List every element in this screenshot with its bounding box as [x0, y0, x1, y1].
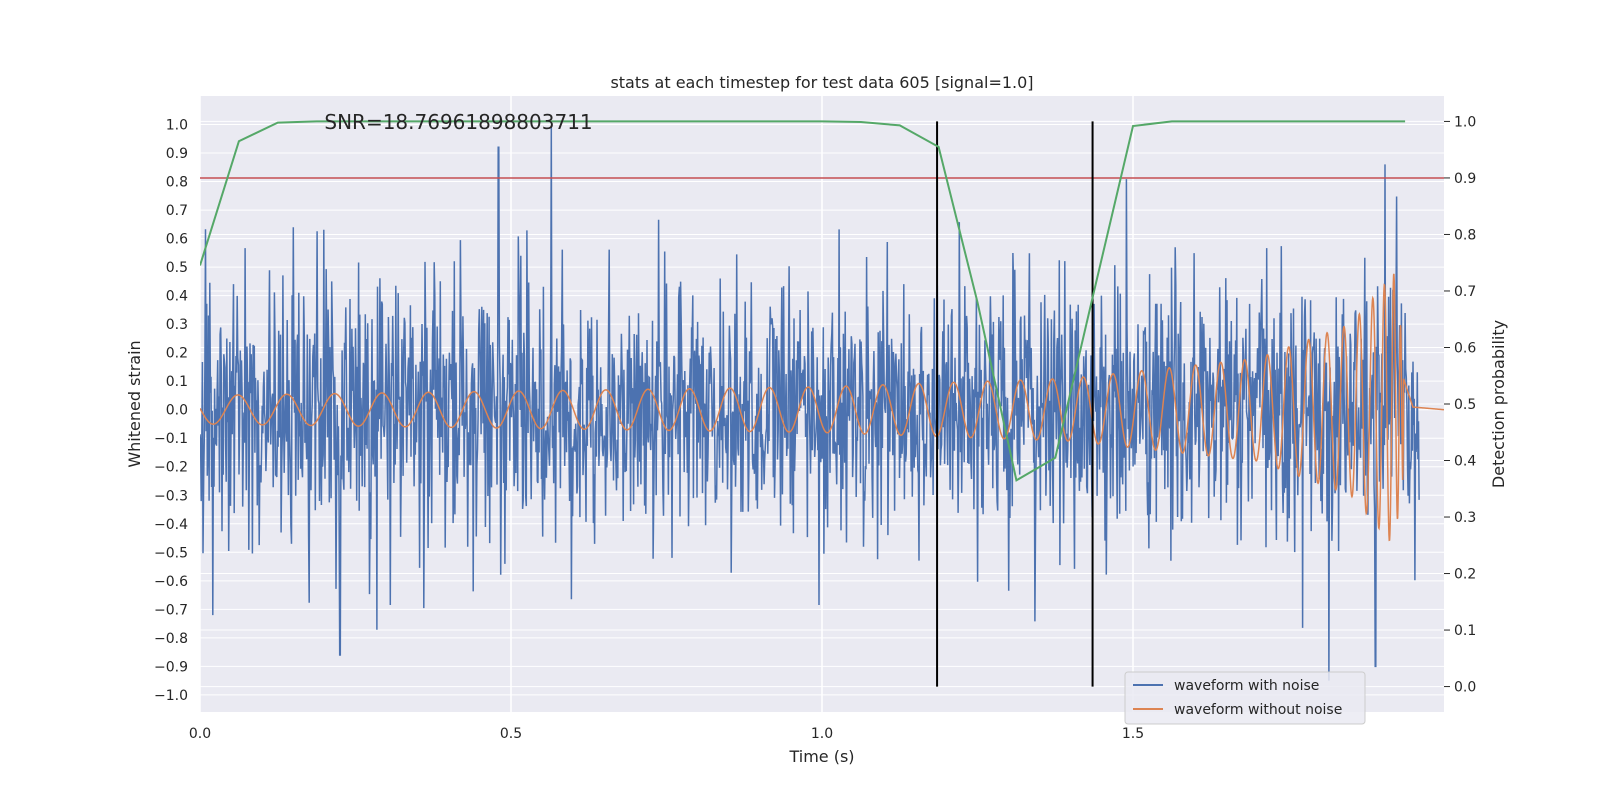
y-tick-label: 0.6 — [166, 232, 188, 248]
snr-annotation: SNR=18.76961898803711 — [324, 110, 592, 134]
vertical-markers — [936, 121, 1094, 687]
y-tick-label: 0.3 — [166, 317, 188, 333]
y-tick-label: −0.2 — [154, 460, 188, 476]
y-right-tick-label: 0.9 — [1454, 171, 1476, 187]
x-tick-label: 1.5 — [1122, 726, 1144, 742]
y-tick-label: −0.8 — [154, 631, 188, 647]
y-right-tick-label: 0.8 — [1454, 227, 1476, 243]
x-tick-label: 1.0 — [811, 726, 833, 742]
y-right-axis-ticks: 1.0 0.9 0.8 0.7 0.6 0.5 0.4 0.3 0.2 0.1 0.0 — [1444, 114, 1476, 696]
y-right-tick-label: 0.0 — [1454, 680, 1476, 696]
y-right-tick-label: 0.7 — [1454, 284, 1476, 300]
y-tick-label: 0.2 — [166, 346, 188, 362]
y-tick-label: 0.4 — [166, 289, 188, 305]
series-line-waveform-without-noise — [200, 273, 1444, 542]
y-tick-label: 0.9 — [166, 146, 188, 162]
y-tick-label: −0.5 — [154, 545, 188, 561]
y-tick-label: 0.7 — [166, 203, 188, 219]
y-axis-ticks: 1.0 0.9 0.8 0.7 0.6 0.5 0.4 0.3 0.2 0.1 0.0 −0.1 −0.… — [154, 118, 188, 704]
y-right-tick-label: 1.0 — [1454, 114, 1476, 130]
series-line-detection-probability — [200, 120, 1406, 482]
y-right-tick-label: 0.3 — [1454, 510, 1476, 526]
y-tick-label: −0.1 — [154, 431, 188, 447]
y-tick-label: 0.0 — [166, 403, 188, 419]
chart-title: stats at each timestep for test data 605… — [610, 73, 1033, 92]
y-tick-label: −0.3 — [154, 488, 188, 504]
legend-box — [1124, 671, 1366, 725]
y-right-tick-label: 0.1 — [1454, 623, 1476, 639]
x-axis-label: Time (s) — [788, 747, 854, 766]
y-right-tick-label: 0.5 — [1454, 397, 1476, 413]
legend-label-waveform-with-noise: waveform with noise — [1174, 678, 1319, 694]
y-tick-label: 1.0 — [166, 118, 188, 134]
y-right-tick-label: 0.2 — [1454, 567, 1476, 583]
y-tick-label: 0.5 — [166, 260, 188, 276]
y-tick-label: −1.0 — [154, 688, 188, 704]
y-tick-label: −0.6 — [154, 574, 188, 590]
x-tick-label: 0.0 — [189, 726, 211, 742]
y-tick-label: 0.1 — [166, 374, 188, 390]
legend-label-waveform-without-noise: waveform without noise — [1174, 702, 1342, 718]
x-axis-ticks: 0.0 0.5 1.0 1.5 — [189, 726, 1144, 742]
y-tick-label: 0.8 — [166, 175, 188, 191]
legend: waveform with noise waveform without noi… — [1124, 671, 1366, 725]
y-right-axis-label: Detection probability — [1489, 320, 1508, 488]
y-tick-label: −0.7 — [154, 602, 188, 618]
y-right-tick-label: 0.6 — [1454, 340, 1476, 356]
x-tick-label: 0.5 — [500, 726, 522, 742]
y-tick-label: −0.9 — [154, 659, 188, 675]
y-tick-label: −0.4 — [154, 517, 188, 533]
y-axis-label: Whitened strain — [125, 340, 144, 467]
y-right-tick-label: 0.4 — [1454, 454, 1476, 470]
series-line-waveform-with-noise — [200, 127, 1420, 681]
